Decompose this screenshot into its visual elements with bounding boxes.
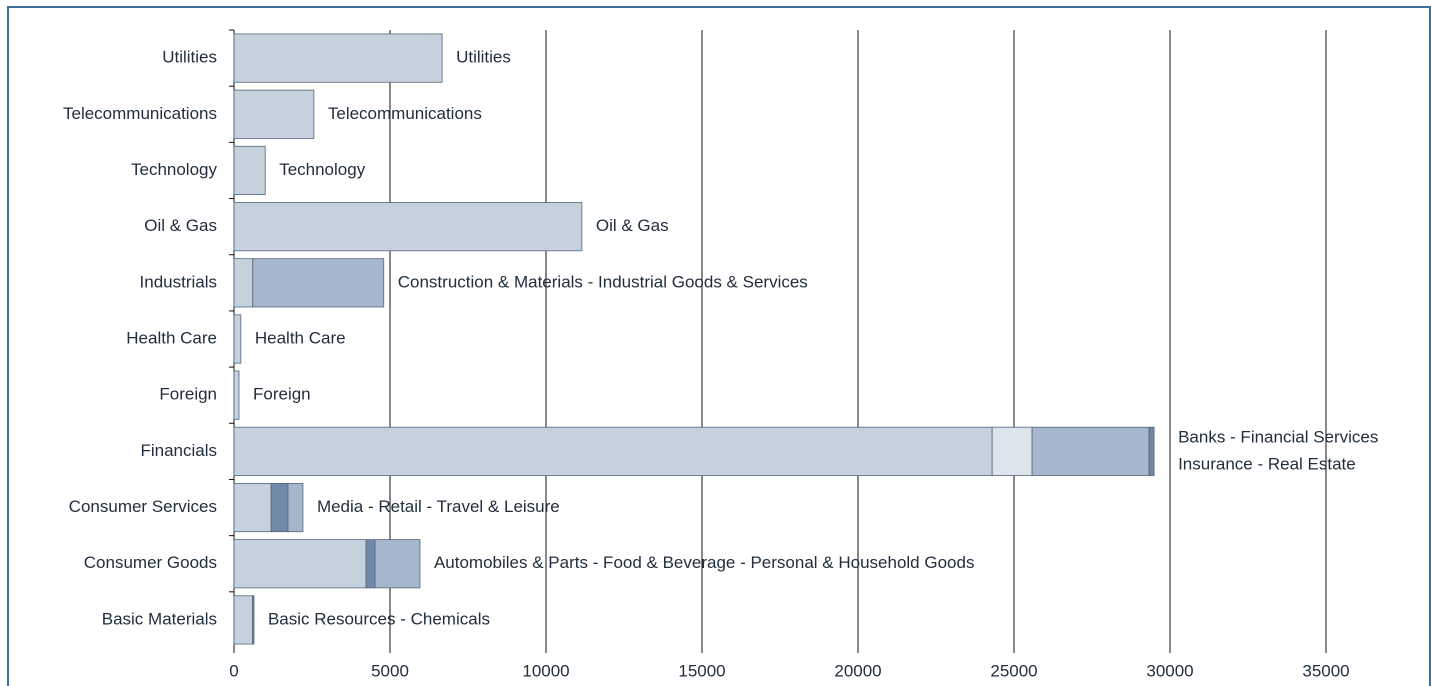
y-tick-label: Foreign [159,385,217,404]
y-tick-label: Oil & Gas [144,216,217,235]
bar-segment [233,258,254,308]
bar-segment [233,426,993,476]
bar-segment [233,482,272,533]
x-tick-label: 25000 [990,661,1037,680]
x-tick-label: 35000 [1302,661,1349,680]
y-tick-label: Technology [131,160,218,179]
bar-segment [1031,426,1150,476]
bar-segment [991,426,1033,476]
y-tick-label: Basic Materials [102,609,217,628]
bar-annotation: Basic Resources - Chemicals [268,609,490,628]
bar-annotation: Utilities [456,48,511,67]
x-tick-label: 20000 [834,661,881,680]
x-tick-label: 30000 [1146,661,1193,680]
x-tick-label: 10000 [522,661,569,680]
frame [7,6,1431,686]
y-tick-label: Consumer Goods [84,553,217,572]
bar-segment [233,33,443,83]
bar-segment [233,539,367,589]
bar-annotation: Media - Retail - Travel & Leisure [317,497,560,516]
y-tick-label: Utilities [162,48,217,67]
bar-annotation: Insurance - Real Estate [1178,454,1356,473]
bar-segment [374,539,421,589]
x-tick-label: 15000 [678,661,725,680]
bar-segment [365,539,376,589]
bar-segment [233,89,315,139]
bar-segment [252,258,385,308]
bar-segment [252,595,255,645]
x-tick-label: 5000 [371,661,409,680]
y-tick-label: Consumer Services [69,497,217,516]
bar-segment [1148,426,1155,476]
bar-annotation: Oil & Gas [596,216,669,235]
x-tick-label: 0 [229,661,238,680]
bar-segment [233,314,242,364]
bar-segment [233,202,583,252]
bar-annotation: Technology [279,160,366,179]
y-tick-label: Health Care [126,328,217,347]
y-tick-label: Telecommunications [63,104,217,123]
y-tick-label: Financials [140,441,217,460]
bar-segment [270,482,289,533]
bar-annotation: Construction & Materials - Industrial Go… [398,272,808,291]
bar-segment [233,145,266,196]
y-tick-label: Industrials [140,272,217,291]
bar-segment [233,595,253,645]
bar-annotation: Banks - Financial Services [1178,427,1378,446]
bar-annotation: Automobiles & Parts - Food & Beverage - … [434,553,975,572]
bar-annotation: Telecommunications [328,104,482,123]
bar-annotation: Health Care [255,328,346,347]
bar-annotation: Foreign [253,385,311,404]
bar-segment [233,370,240,420]
bar-segment [287,482,304,533]
